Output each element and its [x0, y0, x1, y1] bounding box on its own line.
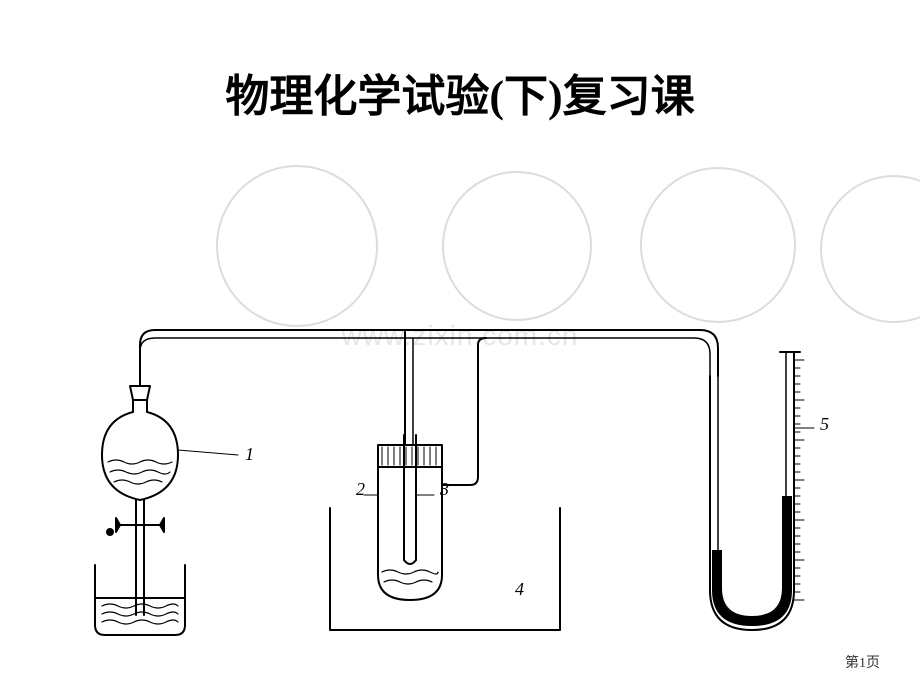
apparatus-diagram: 1 2 3 4 5 [60, 300, 860, 660]
page-title: 物理化学试验(下)复习课 [0, 60, 920, 124]
page-number: 第1页 [845, 652, 880, 672]
diagram-label: 2 [356, 479, 365, 499]
decorative-circle [442, 171, 592, 321]
diagram-label: 1 [245, 444, 254, 464]
diagram-label: 3 [439, 479, 449, 499]
diagram-label: 4 [515, 579, 524, 599]
diagram-label: 5 [820, 414, 829, 434]
